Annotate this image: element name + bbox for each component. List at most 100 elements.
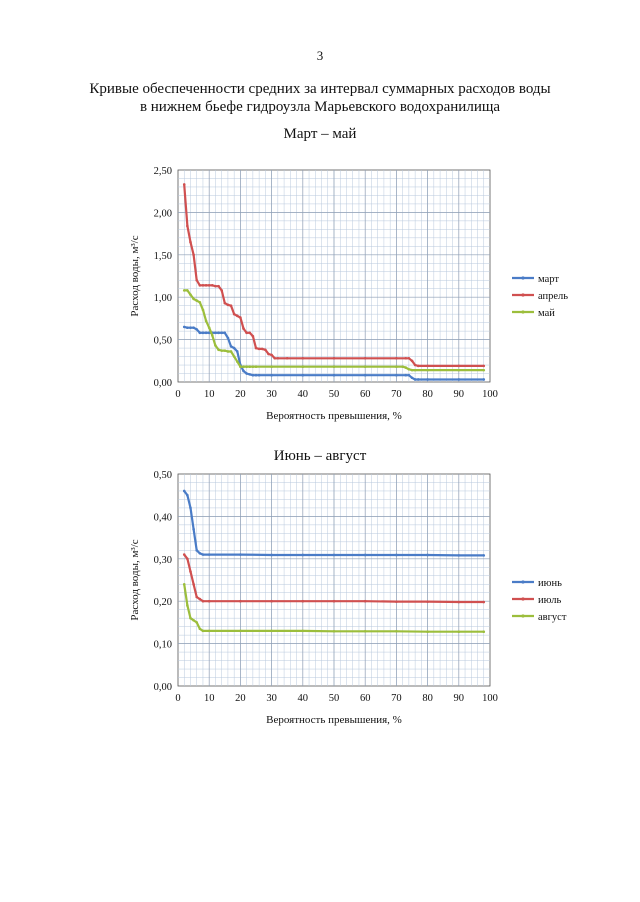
data-point-июль — [270, 599, 273, 603]
data-point-июнь — [457, 554, 461, 557]
legend-label-июнь: июнь — [538, 578, 562, 589]
y-tick-label: 1,50 — [154, 251, 172, 262]
data-point-май — [242, 365, 245, 369]
x-tick-label: 10 — [204, 389, 215, 400]
data-point-апрель — [189, 240, 192, 244]
y-tick-label: 0,00 — [154, 378, 172, 389]
data-point-май — [239, 365, 242, 369]
y-axis-label: Расход воды, м³/с — [129, 235, 141, 316]
data-point-апрель — [192, 253, 195, 257]
data-point-июнь — [186, 493, 189, 497]
data-point-апрель — [186, 224, 189, 228]
data-point-май — [413, 368, 417, 372]
data-point-март — [416, 378, 420, 381]
data-point-май — [211, 334, 214, 337]
data-point-март — [413, 378, 417, 381]
data-point-апрель — [248, 331, 252, 335]
data-point-апрель — [416, 364, 420, 368]
data-point-март — [363, 373, 367, 377]
data-point-март — [426, 378, 429, 381]
data-point-май — [301, 365, 305, 369]
data-point-март — [201, 331, 205, 335]
y-tick-label: 2,00 — [154, 208, 172, 219]
data-point-апрель — [204, 284, 208, 287]
data-point-март — [226, 336, 230, 340]
chart-2-title: Июнь – август — [273, 448, 367, 464]
data-point-апрель — [413, 363, 417, 367]
data-point-апрель — [267, 352, 270, 356]
document-title-line-1: Кривые обеспеченности средних за интерва… — [89, 81, 551, 97]
data-point-апрель — [273, 356, 277, 360]
data-point-июль — [239, 599, 242, 603]
data-point-март — [251, 373, 255, 377]
data-point-март — [220, 331, 223, 335]
y-tick-label: 0,00 — [154, 682, 172, 693]
data-point-июль — [482, 600, 486, 604]
data-point-май — [254, 365, 258, 369]
data-point-май — [189, 293, 192, 296]
data-point-март — [410, 376, 414, 380]
data-point-май — [410, 368, 414, 372]
data-point-май — [426, 368, 429, 372]
data-point-апрель — [214, 284, 217, 288]
data-point-май — [220, 349, 223, 352]
x-tick-label: 60 — [360, 389, 371, 400]
x-axis-label: Вероятность превышения, % — [266, 714, 402, 726]
data-point-март — [198, 331, 202, 335]
data-point-август — [189, 616, 192, 620]
data-point-март — [192, 326, 195, 330]
legend-label-август: август — [538, 612, 567, 623]
data-point-июль — [186, 557, 189, 561]
y-tick-label: 0,10 — [154, 640, 172, 651]
data-point-июнь — [207, 553, 211, 556]
data-point-март — [214, 331, 217, 335]
legend-marker-апрель — [521, 293, 525, 297]
data-point-июнь — [270, 553, 273, 557]
data-point-май — [401, 365, 404, 369]
data-point-март — [223, 331, 227, 335]
data-point-март — [204, 331, 208, 335]
data-point-март — [232, 346, 236, 350]
data-point-май — [395, 365, 398, 369]
x-tick-label: 100 — [482, 693, 498, 704]
data-point-март — [189, 326, 192, 330]
data-point-апрель — [226, 303, 230, 307]
x-tick-label: 80 — [422, 389, 433, 400]
data-point-апрель — [395, 356, 398, 360]
data-point-май — [404, 366, 408, 369]
data-point-июнь — [482, 554, 486, 557]
data-point-июль — [332, 599, 336, 603]
data-point-май — [223, 349, 227, 352]
y-tick-label: 0,50 — [154, 470, 172, 481]
data-point-май — [332, 365, 336, 369]
data-point-июль — [301, 599, 305, 603]
data-point-апрель — [220, 289, 223, 292]
data-point-апрель — [257, 347, 261, 351]
data-point-август — [363, 630, 367, 633]
data-point-март — [404, 373, 408, 377]
x-tick-label: 0 — [175, 693, 180, 704]
document-title-line-2: в нижнем бьефе гидроузла Марьевского вод… — [139, 99, 501, 115]
data-point-март — [482, 378, 486, 381]
data-point-март — [229, 345, 233, 348]
data-point-июнь — [332, 553, 336, 557]
data-point-апрель — [242, 327, 245, 330]
data-point-март — [217, 331, 220, 335]
chart-1-title: Март – май — [283, 126, 357, 142]
data-point-июнь — [198, 551, 202, 555]
data-point-май — [229, 350, 233, 353]
data-point-март — [395, 373, 398, 377]
x-tick-label: 0 — [175, 389, 180, 400]
data-point-май — [235, 360, 239, 363]
data-point-май — [195, 299, 199, 302]
data-point-май — [207, 326, 211, 330]
data-point-апрель — [301, 356, 305, 360]
data-point-май — [245, 365, 248, 369]
legend-label-апрель: апрель — [538, 291, 568, 302]
data-point-март — [248, 373, 252, 376]
data-point-июнь — [239, 553, 242, 556]
data-point-апрель — [410, 359, 414, 363]
x-tick-label: 60 — [360, 693, 371, 704]
data-point-июль — [426, 600, 429, 603]
x-tick-label: 90 — [454, 389, 465, 400]
